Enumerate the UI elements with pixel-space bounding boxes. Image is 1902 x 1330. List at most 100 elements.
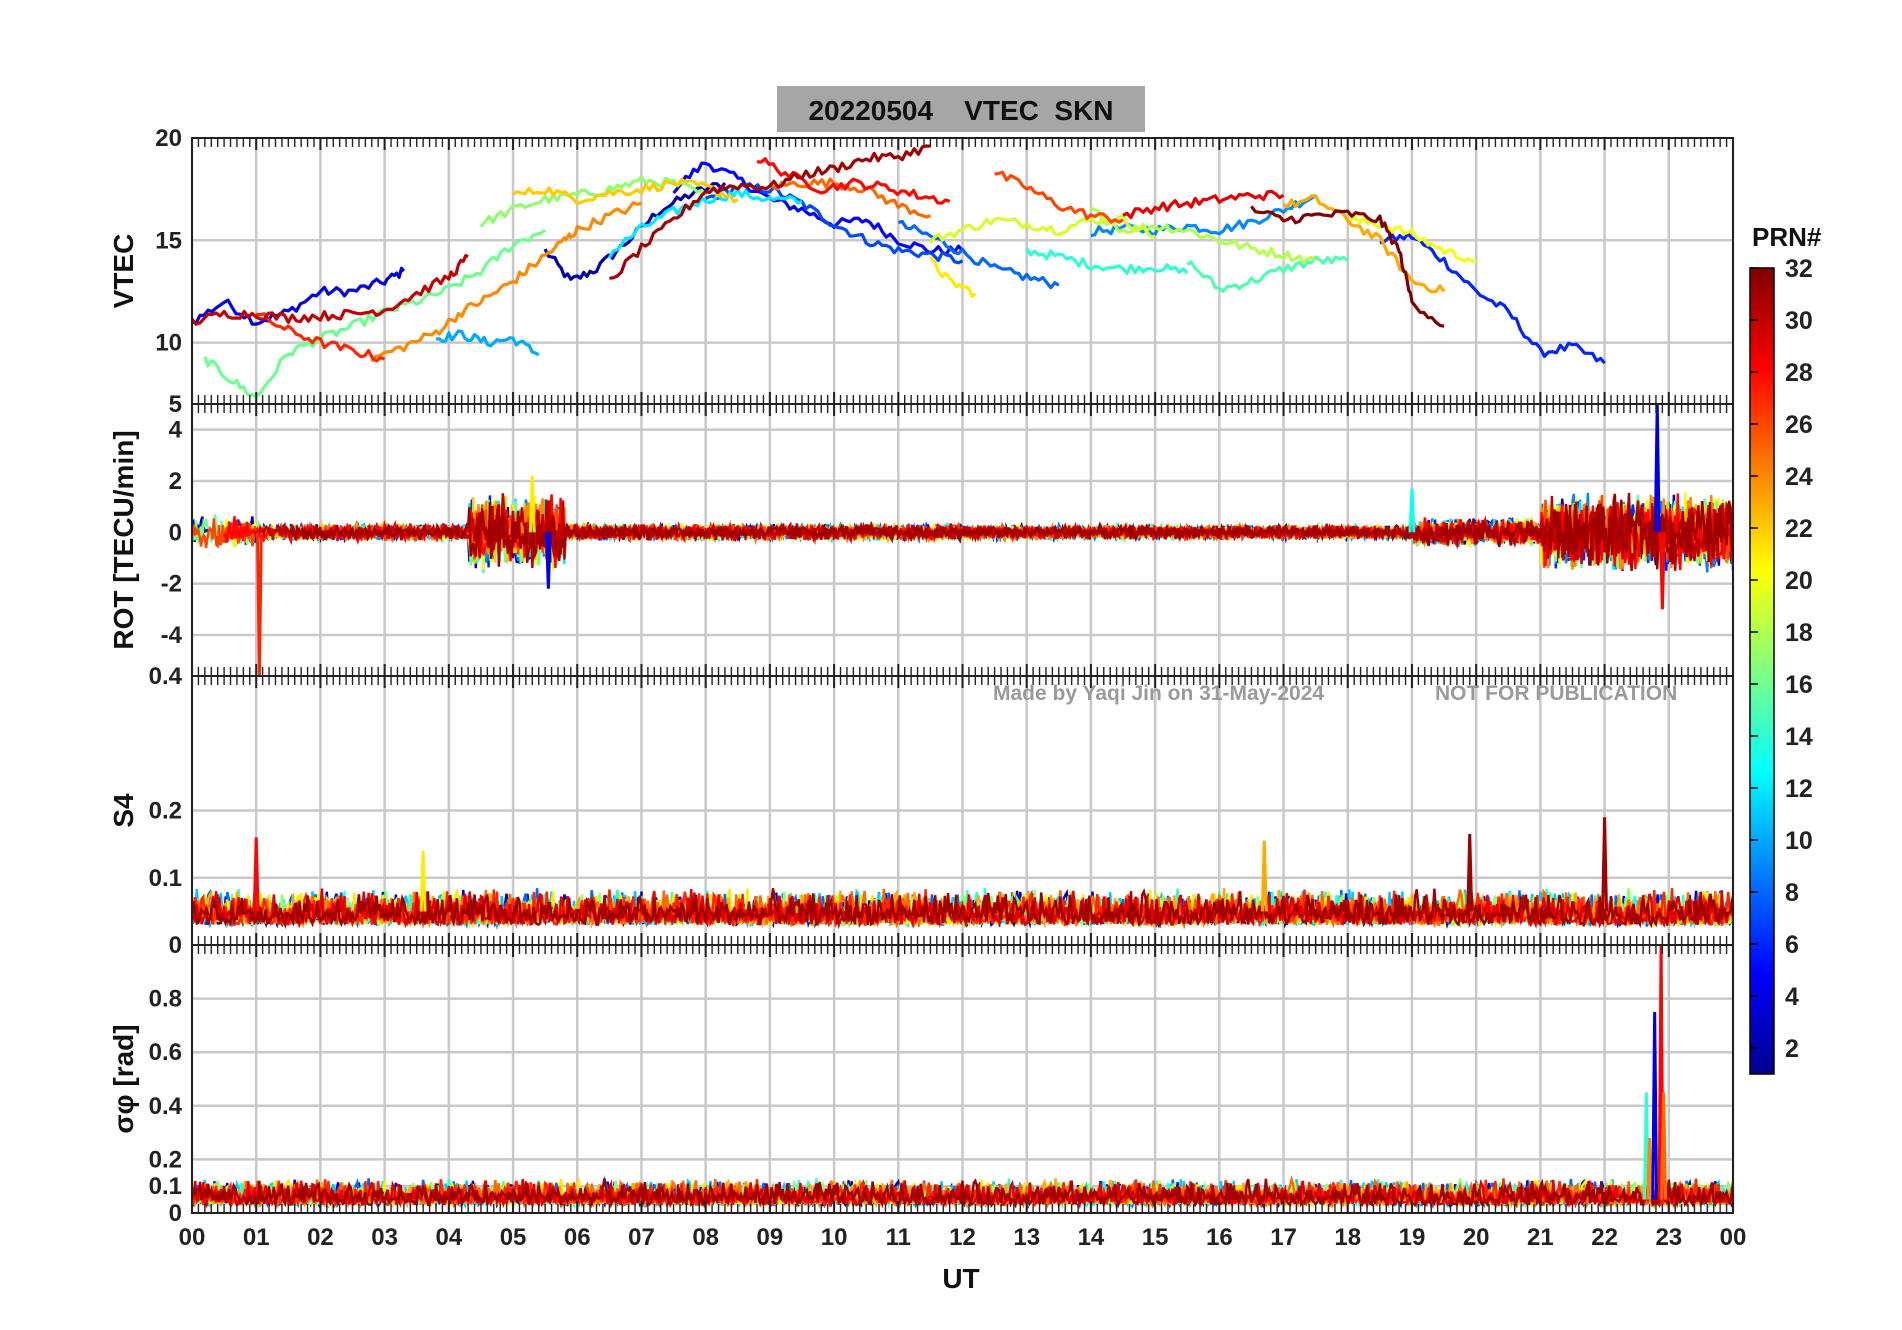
s4-spike: [1260, 840, 1268, 912]
x-tick-label: 04: [435, 1224, 462, 1251]
s4-series-line: [192, 887, 1733, 930]
colorbar-tick-label: 20: [1785, 567, 1813, 595]
x-tick-label: 08: [692, 1224, 719, 1251]
vtec-series-line: [929, 255, 977, 298]
x-tick-label: 10: [821, 1224, 848, 1251]
rot-spike: [1653, 404, 1661, 533]
colorbar-tick-label: 22: [1785, 515, 1813, 543]
y-axis-title: ROT [TECU/min]: [108, 430, 139, 649]
y-tick-label: 0.1: [149, 1173, 182, 1200]
rot-spike: [255, 532, 263, 676]
x-tick-label: 06: [564, 1224, 591, 1251]
colorbar-tick-label: 10: [1785, 827, 1813, 855]
rot-spike: [1408, 488, 1416, 533]
rot-series-line: [287, 492, 1733, 570]
rot-spike: [528, 475, 536, 533]
sigphi-spike: [1651, 1011, 1659, 1200]
y-axis-title: σφ [rad]: [108, 1024, 139, 1133]
vtec-series-line: [1090, 206, 1317, 265]
y-tick-label: 20: [155, 125, 182, 152]
vtec-series-line: [1122, 189, 1285, 220]
x-tick-label: 17: [1270, 1224, 1297, 1251]
colorbar-tick-label: 26: [1785, 411, 1813, 439]
y-tick-label: 10: [155, 330, 182, 357]
vtec-series-line: [769, 177, 931, 219]
s4-spike: [1466, 833, 1474, 912]
x-tick-label: 14: [1078, 1224, 1105, 1251]
vtec-series-line: [608, 188, 803, 259]
panel-rot: -4 -2 0 2 45 ROT [TECU/min]: [108, 391, 1735, 677]
x-tick-label: 00: [1720, 1224, 1747, 1251]
data-layer-s4: [192, 817, 1733, 930]
y-tick-label: 15: [155, 227, 182, 254]
watermark-author: Made by Yaqi Jin on 31-May-2024: [993, 682, 1324, 705]
x-tick-label: 00: [179, 1224, 206, 1251]
data-layer-vtec: [192, 144, 1606, 399]
x-tick-label: 22: [1591, 1224, 1618, 1251]
vtec-series-line: [672, 161, 964, 256]
vtec-series-line: [994, 170, 1124, 224]
colorbar-label: PRN#: [1752, 222, 1822, 252]
vtec-series-line: [543, 181, 727, 281]
y-tick-label: 2: [169, 468, 182, 495]
x-tick-label: 03: [371, 1224, 398, 1251]
colorbar-tick-label: 28: [1785, 359, 1813, 387]
sigphi-series-line: [192, 1178, 1733, 1210]
x-tick-label: 07: [628, 1224, 655, 1251]
panel-sigphi: 00.10.2 0.4 0.6 0.8 σφ [rad]: [108, 944, 1735, 1227]
x-tick-label: 18: [1334, 1224, 1361, 1251]
x-tick-label: 15: [1142, 1224, 1169, 1251]
colorbar-gradient: [1749, 267, 1775, 1075]
rot-spike: [544, 532, 552, 589]
y-axis-title: VTEC: [108, 234, 139, 309]
x-tick-label: 20: [1463, 1224, 1490, 1251]
s4-spike: [419, 850, 427, 912]
vtec-series-line: [479, 175, 707, 228]
x-tick-label: 01: [243, 1224, 270, 1251]
x-tick-label: 09: [757, 1224, 784, 1251]
vtec-series-line: [1282, 194, 1446, 294]
y-tick-label: 0.2: [149, 798, 182, 825]
colorbar-tick-label: 16: [1785, 671, 1813, 699]
vtec-series-line: [192, 266, 406, 326]
y-axis-title: S4: [108, 793, 139, 828]
y-tick-label: -4: [161, 622, 183, 649]
data-layer-rot: [192, 404, 1733, 676]
vtec-series-line: [929, 214, 1156, 245]
title-box: [777, 86, 1145, 132]
sigphi-spike: [1660, 1092, 1668, 1200]
x-tick-label: 16: [1206, 1224, 1233, 1251]
x-tick-label: 12: [949, 1224, 976, 1251]
y-tick-label: 0.2: [149, 1146, 182, 1173]
x-tick-label: 19: [1399, 1224, 1426, 1251]
vtec-series-line: [1250, 205, 1445, 328]
colorbar-tick-label: 24: [1785, 463, 1813, 491]
vtec-series-line: [1025, 247, 1189, 275]
vtec-series-line: [203, 228, 547, 399]
panel-vtec: 10 15 20 VTEC: [108, 125, 1735, 405]
y-tick-label: -2: [161, 571, 182, 598]
s4-spike: [1601, 817, 1609, 912]
vtec-series-line: [609, 144, 931, 280]
vtec-series-line: [1186, 255, 1349, 293]
colorbar-tick-label: 14: [1785, 723, 1813, 751]
y-tick-label: 0.8: [149, 986, 182, 1013]
x-tick-label: 05: [500, 1224, 527, 1251]
s4-spike: [252, 837, 260, 912]
y-tick-label: 0: [169, 1200, 182, 1227]
y-tick-label: 0.4: [149, 1093, 183, 1120]
watermark-notice: NOT FOR PUBLICATION: [1435, 682, 1677, 705]
x-axis-title: UT: [942, 1263, 979, 1294]
y-tick-label: 4: [169, 417, 183, 444]
x-tick-label: 21: [1527, 1224, 1554, 1251]
vtec-series-line: [756, 157, 951, 205]
colorbar-tick-label: 30: [1785, 307, 1813, 335]
colorbar-tick-label: 32: [1785, 255, 1813, 283]
rot-spike: [1658, 532, 1666, 610]
y-tick-label: 5: [169, 391, 182, 418]
x-tick-label: 11: [886, 1224, 911, 1251]
y-tick-label: 0.1: [149, 865, 182, 892]
